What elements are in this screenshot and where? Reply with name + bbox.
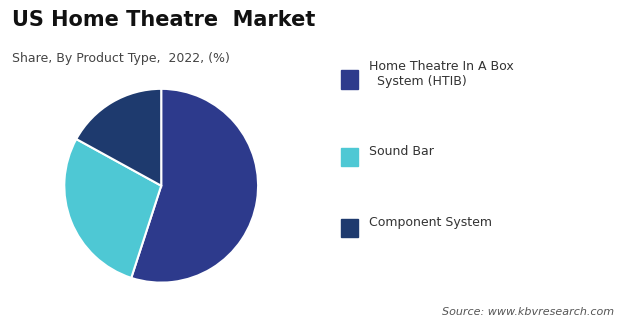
Wedge shape xyxy=(64,139,161,278)
Wedge shape xyxy=(131,89,258,283)
Text: Sound Bar: Sound Bar xyxy=(369,145,434,158)
Text: US Home Theatre  Market: US Home Theatre Market xyxy=(12,10,316,30)
Text: Home Theatre In A Box
  System (HTIB): Home Theatre In A Box System (HTIB) xyxy=(369,60,513,88)
Text: Source: www.kbvresearch.com: Source: www.kbvresearch.com xyxy=(441,307,614,317)
Text: Component System: Component System xyxy=(369,216,492,229)
Text: Share, By Product Type,  2022, (%): Share, By Product Type, 2022, (%) xyxy=(12,52,230,65)
Wedge shape xyxy=(76,89,161,186)
